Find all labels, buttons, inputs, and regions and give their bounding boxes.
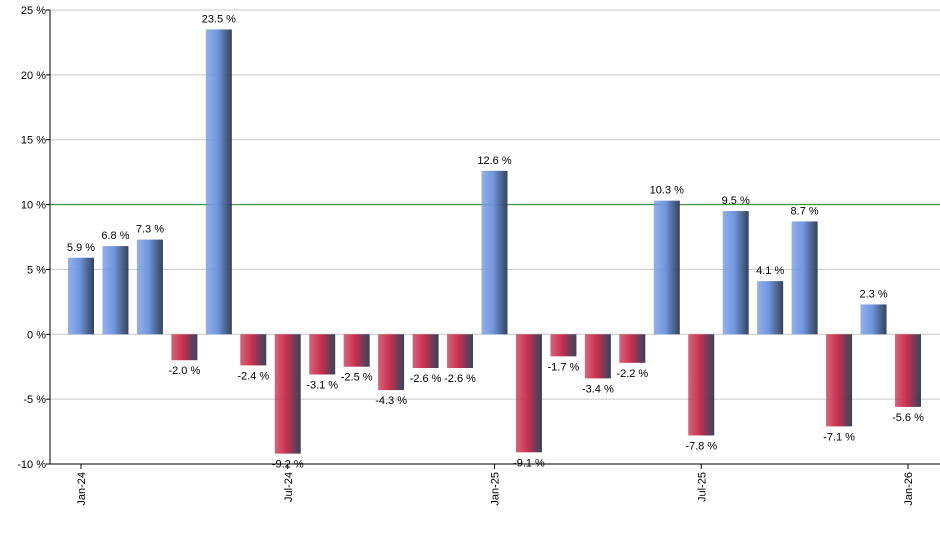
bar: [205, 29, 232, 335]
y-tick-label: 5 %: [27, 264, 46, 276]
data-label: -2.6 %: [410, 373, 442, 385]
bar: [515, 334, 542, 453]
x-tick-label: Jul-25: [696, 472, 708, 502]
y-tick-label: 0 %: [27, 329, 46, 341]
data-label: -7.1 %: [823, 431, 855, 443]
bar: [412, 334, 439, 369]
bar: [309, 334, 336, 375]
data-label: -9.1 %: [513, 457, 545, 469]
data-label: -2.4 %: [237, 370, 269, 382]
data-label: 7.3 %: [136, 224, 164, 236]
data-label: -2.6 %: [444, 373, 476, 385]
bar: [550, 334, 577, 357]
bar: [688, 334, 715, 436]
data-label: -3.1 %: [306, 379, 338, 391]
bar: [722, 211, 749, 335]
bar: [240, 334, 267, 366]
bar: [343, 334, 370, 367]
data-label: -2.2 %: [616, 368, 648, 380]
data-label: 2.3 %: [859, 288, 887, 300]
data-label: -1.7 %: [548, 361, 580, 373]
data-label: -2.0 %: [168, 365, 200, 377]
data-label: -2.5 %: [341, 372, 373, 384]
bar: [619, 334, 646, 363]
x-tick-label: Jan-26: [903, 472, 915, 506]
data-label: 5.9 %: [67, 242, 95, 254]
y-tick-label: -10 %: [17, 459, 46, 471]
data-label: -5.6 %: [892, 412, 924, 424]
y-tick-label: -5 %: [23, 394, 46, 406]
y-tick-label: 15 %: [21, 135, 46, 147]
bar: [102, 246, 129, 335]
bar: [757, 281, 784, 335]
data-label: 9.5 %: [722, 195, 750, 207]
bar: [826, 334, 853, 427]
data-label: 12.6 %: [477, 155, 511, 167]
bar: [447, 334, 474, 369]
data-label: 10.3 %: [650, 185, 684, 197]
data-label: 8.7 %: [791, 205, 819, 217]
data-label: -7.8 %: [685, 440, 717, 452]
x-tick-label: Jan-25: [490, 472, 502, 506]
x-tick-label: Jul-24: [283, 472, 295, 502]
bar: [653, 200, 680, 335]
y-tick-label: 20 %: [21, 70, 46, 82]
data-label: -4.3 %: [375, 395, 407, 407]
bar: [171, 334, 198, 361]
x-tick-label: Jan-24: [76, 472, 88, 506]
data-label: 4.1 %: [756, 265, 784, 277]
bar: [136, 239, 163, 335]
bar: [791, 221, 818, 335]
bar: [860, 304, 887, 335]
y-tick-label: 10 %: [21, 200, 46, 212]
bar: [378, 334, 405, 391]
bar: [274, 334, 301, 454]
bar: [584, 334, 611, 379]
y-tick-label: 25 %: [21, 5, 46, 17]
data-label: 23.5 %: [202, 13, 236, 25]
data-label: 6.8 %: [101, 230, 129, 242]
bar: [895, 334, 921, 407]
data-label: -3.4 %: [582, 383, 614, 395]
bar: [481, 170, 508, 335]
bar: [68, 257, 94, 335]
